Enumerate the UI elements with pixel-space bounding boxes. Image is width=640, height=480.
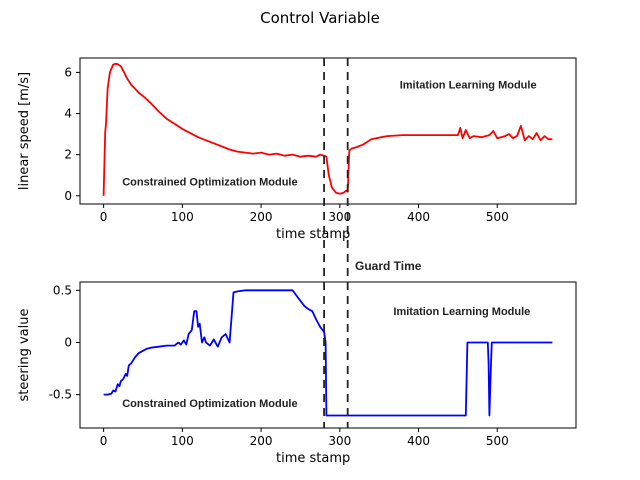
y-tick-label: 0 bbox=[64, 335, 72, 349]
module-annotation: Imitation Learning Module bbox=[393, 306, 530, 318]
x-tick-label: 200 bbox=[250, 210, 273, 224]
x-tick-label: 300 bbox=[328, 434, 351, 448]
figure-title: Control Variable bbox=[260, 9, 380, 27]
y-tick-label: 6 bbox=[64, 65, 72, 79]
y-axis-label: linear speed [m/s] bbox=[17, 72, 32, 190]
x-tick-label: 200 bbox=[250, 434, 273, 448]
x-tick-label: 100 bbox=[171, 210, 194, 224]
x-axis-label: time stamp bbox=[276, 227, 350, 242]
axes-frame bbox=[79, 281, 577, 429]
module-annotation: Constrained Optimization Module bbox=[122, 176, 297, 188]
y-axis-label: steering value bbox=[17, 309, 32, 402]
y-tick-label: -0.5 bbox=[49, 388, 72, 402]
axes-frame bbox=[79, 57, 577, 205]
x-tick-label: 100 bbox=[171, 434, 194, 448]
series-line bbox=[102, 62, 553, 196]
x-tick-label: 0 bbox=[100, 210, 108, 224]
steering-plot: 0 100 200 300 400 500 -0.5 0 0.5 time stamp steeri… bbox=[17, 281, 577, 466]
y-tick-label: 2 bbox=[64, 148, 72, 162]
x-tick-label: 500 bbox=[486, 210, 509, 224]
module-annotation: Imitation Learning Module bbox=[400, 80, 537, 92]
x-tick-label: 300 bbox=[328, 210, 351, 224]
x-tick-label: 500 bbox=[486, 434, 509, 448]
module-annotation: Constrained Optimization Module bbox=[122, 398, 297, 410]
guard-time-label: Guard Time bbox=[355, 259, 422, 273]
x-tick-label: 400 bbox=[407, 434, 430, 448]
x-tick-label: 0 bbox=[100, 434, 108, 448]
speed-plot: 0 100 200 300 400 500 0 2 4 6 time stamp linear spe… bbox=[17, 57, 577, 242]
x-axis-label: time stamp bbox=[276, 451, 350, 466]
y-tick-label: 0 bbox=[64, 189, 72, 203]
y-tick-label: 0.5 bbox=[53, 283, 72, 297]
guard-time-markers bbox=[323, 58, 349, 428]
x-tick-label: 400 bbox=[407, 210, 430, 224]
y-tick-label: 4 bbox=[64, 107, 72, 121]
series-line bbox=[103, 289, 553, 417]
